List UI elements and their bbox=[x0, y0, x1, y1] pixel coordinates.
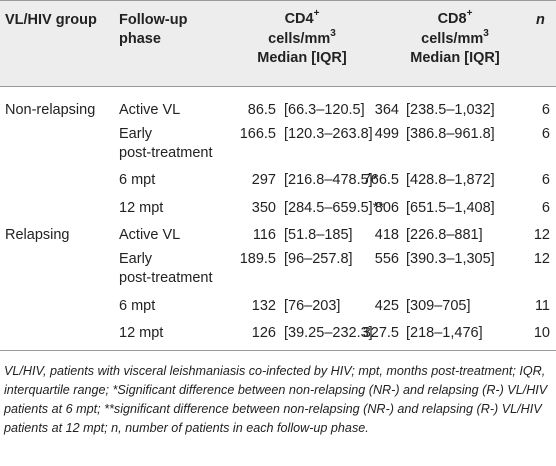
cell-group: Non-relapsing bbox=[5, 102, 96, 118]
cell-phase: Active VL bbox=[119, 227, 181, 243]
cell-n: 6 bbox=[541, 200, 550, 216]
cell-cd4-iqr: [96–257.8] bbox=[284, 251, 353, 267]
cell-cd4-median: 189.5 bbox=[239, 251, 276, 267]
cell-phase: 12 mpt bbox=[119, 325, 164, 341]
cell-cd8-median: 327.5 bbox=[362, 325, 399, 341]
cell-cd8-iqr: [428.8–1,872] bbox=[406, 172, 495, 188]
cell-cd4-iqr: [284.5–659.5]** bbox=[284, 200, 384, 216]
cell-cd4-median: 350 bbox=[251, 200, 276, 216]
header-cd4-line2: cells/mm3 bbox=[268, 28, 336, 47]
header-cd8-line3: Median [IQR] bbox=[410, 50, 500, 66]
top-rule bbox=[0, 0, 556, 1]
cell-cd4-median: 126 bbox=[251, 325, 276, 341]
cell-n: 12 bbox=[533, 227, 550, 243]
cell-n: 11 bbox=[534, 298, 550, 314]
cell-cd8-iqr: [386.8–961.8] bbox=[406, 126, 495, 142]
cell-phase: Active VL bbox=[119, 102, 181, 118]
cell-n: 10 bbox=[533, 325, 550, 341]
header-cd8-line2: cells/mm3 bbox=[421, 28, 489, 47]
cell-n: 6 bbox=[541, 102, 550, 118]
cell-cd4-iqr: [51.8–185] bbox=[284, 227, 353, 243]
cell-cd8-iqr: [226.8–881] bbox=[406, 227, 483, 243]
cell-cd4-iqr: [120.3–263.8] bbox=[284, 126, 373, 142]
cell-phase: 6 mpt bbox=[119, 172, 156, 188]
cell-cd8-median: 806 bbox=[374, 200, 399, 216]
header-cd8-line1: CD8+ bbox=[437, 8, 473, 27]
header-phase-line1: Follow-up bbox=[119, 12, 188, 28]
cell-phase: 12 mpt bbox=[119, 200, 164, 216]
cell-cd8-median: 418 bbox=[374, 227, 399, 243]
cell-cd8-median: 425 bbox=[374, 298, 399, 314]
cell-cd8-iqr: [218–1,476] bbox=[406, 325, 483, 341]
cell-phase: Early bbox=[119, 126, 153, 142]
cell-cd4-median: 297 bbox=[251, 172, 276, 188]
cell-cd4-median: 166.5 bbox=[239, 126, 276, 142]
header-cd4-line3: Median [IQR] bbox=[257, 50, 347, 66]
cell-phase: 6 mpt bbox=[119, 298, 156, 314]
header-group: VL/HIV group bbox=[5, 12, 97, 28]
cell-cd8-median: 766.5 bbox=[362, 172, 399, 188]
header-rule bbox=[0, 86, 556, 87]
cell-cd8-median: 556 bbox=[374, 251, 399, 267]
cell-cd4-iqr: [66.3–120.5] bbox=[284, 102, 365, 118]
cell-cd8-iqr: [309–705] bbox=[406, 298, 471, 314]
header-cd4-line1: CD4+ bbox=[284, 8, 320, 27]
cell-cd8-iqr: [651.5–1,408] bbox=[406, 200, 495, 216]
cell-n: 12 bbox=[533, 251, 550, 267]
cell-cd4-median: 86.5 bbox=[247, 102, 276, 118]
table-header bbox=[0, 0, 556, 86]
cell-cd4-iqr: [216.8–478.5]* bbox=[284, 172, 379, 188]
cell-cd8-median: 499 bbox=[374, 126, 399, 142]
cell-n: 6 bbox=[541, 126, 550, 142]
cell-group: Relapsing bbox=[5, 227, 70, 243]
cell-cd4-median: 132 bbox=[251, 298, 276, 314]
cell-cd8-median: 364 bbox=[374, 102, 399, 118]
header-n: n bbox=[536, 12, 545, 28]
cell-cd8-iqr: [390.3–1,305] bbox=[406, 251, 495, 267]
cell-cd8-iqr: [238.5–1,032] bbox=[406, 102, 495, 118]
cell-cd4-median: 116 bbox=[252, 227, 276, 243]
cell-phase-line2: post-treatment bbox=[119, 270, 213, 286]
cell-cd4-iqr: [39.25–232.3] bbox=[284, 325, 373, 341]
cell-cd4-iqr: [76–203] bbox=[284, 298, 341, 314]
bottom-rule bbox=[0, 350, 556, 351]
cell-phase-line2: post-treatment bbox=[119, 145, 213, 161]
cell-phase: Early bbox=[119, 251, 153, 267]
table-footnote: VL/HIV, patients with visceral leishmani… bbox=[4, 364, 548, 435]
header-phase-line2: phase bbox=[119, 31, 161, 47]
cell-n: 6 bbox=[541, 172, 550, 188]
